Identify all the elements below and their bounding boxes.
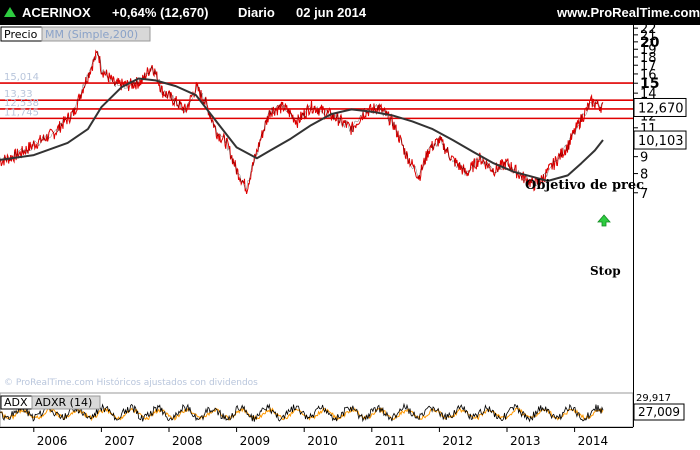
ma-label: MM (Simple,200) (45, 28, 138, 41)
x-tick-label: 2012 (442, 434, 473, 448)
site-label: www.ProRealTime.com (557, 5, 700, 20)
y-tick-label: 17 (640, 59, 657, 74)
ma-value: 10,103 (638, 134, 684, 149)
date-label: 02 jun 2014 (296, 5, 367, 20)
moving-average-line (0, 77, 604, 182)
target-annotation: Objetivo de prec (525, 178, 644, 193)
price-level-label: 13,33 (4, 89, 33, 100)
price-line (0, 49, 604, 195)
y-tick-label: 15 (640, 76, 659, 92)
price-change: +0,64% (12,670) (112, 5, 209, 20)
x-tick-label: 2008 (172, 434, 203, 448)
price-panel (0, 25, 633, 393)
buy-arrow-icon (597, 214, 611, 227)
up-arrow-icon (4, 7, 16, 17)
adxr-label: ADXR (14) (35, 396, 92, 409)
price-level-label: 12,538 (4, 98, 39, 109)
precio-label: Precio (4, 28, 38, 41)
x-tick-label: 2009 (240, 434, 271, 448)
y-tick-label: 9 (640, 151, 648, 166)
price-level-label: 15,014 (4, 72, 39, 83)
adx-value: 27,009 (638, 405, 680, 419)
last-price-badge (633, 97, 687, 117)
x-tick-label: 2011 (375, 434, 406, 448)
ma-value-badge (633, 130, 687, 150)
adx-value-box (633, 403, 685, 421)
y-tick-label: 21 (640, 29, 657, 44)
adx-label: ADX (4, 396, 28, 409)
chart-header: ACERINOX +0,64% (12,670) Diario 02 jun 2… (0, 0, 700, 25)
symbol-name: ACERINOX (22, 5, 91, 20)
indicator-panel (0, 392, 634, 428)
y-tick-label: 18 (640, 51, 657, 66)
y-tick-label: 20 (640, 35, 660, 51)
adx-value-top: 29,917 (636, 393, 671, 404)
y-tick-label: 19 (640, 43, 657, 58)
x-tick-label: 2013 (510, 434, 541, 448)
period-label: Diario (238, 5, 275, 20)
y-tick-label: 16 (640, 68, 657, 83)
stop-annotation: Stop (590, 264, 621, 278)
adxr-line (0, 406, 604, 422)
adxr-box (31, 395, 101, 410)
x-tick-label: 2014 (578, 434, 609, 448)
x-tick-label: 2010 (307, 434, 338, 448)
y-tick-label: 8 (640, 168, 648, 183)
x-tick-label: 2006 (37, 434, 68, 448)
last-price-value: 12,670 (638, 101, 684, 116)
watermark: © ProRealTime.com Históricos ajustados c… (4, 377, 258, 388)
y-tick-label: 22 (640, 22, 657, 37)
x-tick-label: 2007 (104, 434, 135, 448)
y-tick-label: 7 (640, 187, 648, 202)
price-level-label: 11,745 (4, 107, 39, 118)
ma-box (41, 26, 151, 42)
